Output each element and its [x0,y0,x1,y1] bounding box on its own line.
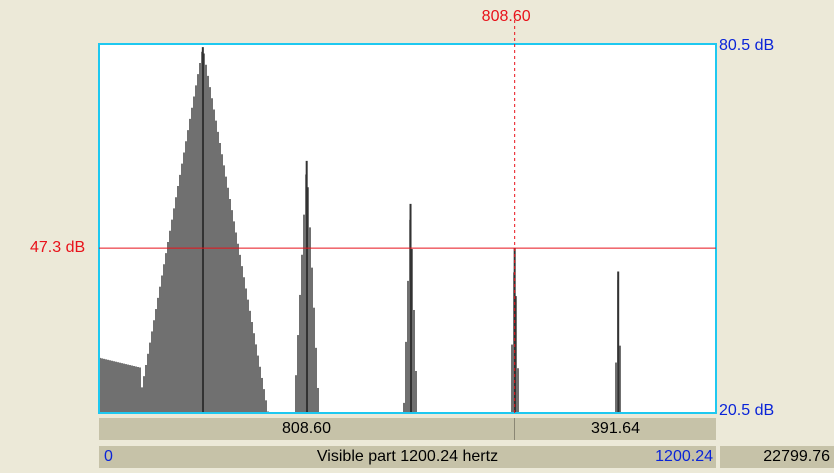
selection-left-cell[interactable]: 808.60 [99,418,514,440]
visible-part-label: Visible part 1200.24 hertz [316,448,499,465]
cursor-frequency-label: 808.60 [481,8,531,25]
total-frequency-value: 22799.76 [763,448,830,465]
visible-start-value: 0 [104,448,113,465]
selection-right-value: 391.64 [591,420,640,437]
db-top-label: 80.5 dB [719,37,775,54]
db-bottom-label: 20.5 dB [719,402,775,419]
selection-divider [514,418,515,440]
selection-right-cell[interactable]: 391.64 [515,418,716,440]
visible-part-bar[interactable]: 0 Visible part 1200.24 hertz 1200.24 [99,446,716,468]
cursor-db-label: 47.3 dB [30,239,86,256]
total-window-cell[interactable]: 22799.76 [720,446,834,468]
selection-bar: 808.60 391.64 [99,418,716,440]
visible-end-value: 1200.24 [655,448,713,465]
plot-frame [98,43,717,414]
selection-left-value: 808.60 [282,420,331,437]
spectrum-curve [99,47,621,413]
